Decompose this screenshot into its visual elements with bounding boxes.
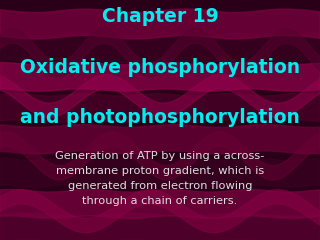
Text: Chapter 19: Chapter 19 [102,7,218,26]
Text: Generation of ATP by using a across-
membrane proton gradient, which is
generate: Generation of ATP by using a across- mem… [55,151,265,206]
Text: and photophosphorylation: and photophosphorylation [20,108,300,127]
Text: Oxidative phosphorylation: Oxidative phosphorylation [20,58,300,77]
